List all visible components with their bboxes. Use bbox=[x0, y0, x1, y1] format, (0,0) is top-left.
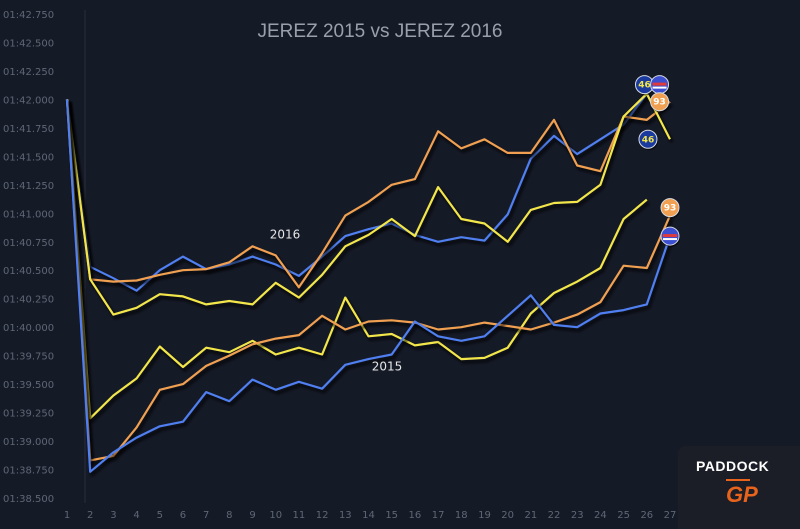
x-tick-label: 26 bbox=[640, 510, 653, 521]
x-tick-label: 24 bbox=[594, 510, 607, 521]
x-tick-label: 6 bbox=[180, 510, 186, 521]
y-tick-label: 01:39.000 bbox=[3, 437, 54, 448]
series-line-5 bbox=[65, 99, 672, 462]
y-tick-label: 01:42.500 bbox=[3, 38, 54, 49]
y-axis-ticks: 01:38.500 01:38.750 01:39.000 01:39.250 01:3… bbox=[3, 10, 54, 505]
rider-marker bbox=[660, 226, 680, 248]
logo-divider bbox=[726, 479, 750, 481]
x-tick-label: 4 bbox=[133, 510, 139, 521]
x-tick-label: 27 bbox=[664, 510, 677, 521]
svg-text:93: 93 bbox=[664, 204, 677, 214]
y-tick-label: 01:41.750 bbox=[3, 124, 54, 135]
series-line-2 bbox=[65, 99, 671, 289]
x-tick-label: 11 bbox=[293, 510, 306, 521]
series-line-4 bbox=[65, 99, 648, 420]
rider-marker: 93 bbox=[660, 198, 680, 219]
chart-title: JEREZ 2015 vs JEREZ 2016 bbox=[258, 21, 503, 42]
x-axis-ticks: 1 2 3 4 5 6 7 8 9 10 11 12 13 14 15 16 17 18 19 20 21 22 23 24 2… bbox=[64, 510, 677, 521]
x-tick-label: 19 bbox=[478, 510, 491, 521]
series-layer bbox=[65, 92, 674, 477]
y-tick-label: 01:40.500 bbox=[3, 266, 54, 277]
y-tick-label: 01:40.750 bbox=[3, 238, 54, 249]
rider-marker: 93 bbox=[650, 92, 670, 113]
y-tick-label: 01:40.250 bbox=[3, 295, 54, 306]
x-tick-label: 14 bbox=[362, 510, 375, 521]
series-line-shadow bbox=[67, 102, 674, 466]
x-tick-label: 21 bbox=[524, 510, 537, 521]
y-tick-label: 01:40.000 bbox=[3, 323, 54, 334]
x-tick-label: 16 bbox=[409, 510, 422, 521]
series-line-shadow bbox=[67, 102, 674, 477]
x-tick-label: 18 bbox=[455, 510, 468, 521]
series-line-6 bbox=[65, 99, 672, 473]
x-tick-label: 9 bbox=[249, 510, 255, 521]
y-tick-label: 01:38.500 bbox=[3, 494, 54, 505]
y-tick-label: 01:41.000 bbox=[3, 209, 54, 220]
svg-text:46: 46 bbox=[642, 135, 655, 145]
series-line-shadow bbox=[67, 102, 651, 424]
svg-text:93: 93 bbox=[653, 98, 666, 108]
svg-text:46: 46 bbox=[638, 81, 651, 91]
y-tick-label: 01:41.500 bbox=[3, 152, 54, 163]
x-tick-label: 8 bbox=[226, 510, 232, 521]
paddock-gp-logo: PADDOCK GP bbox=[678, 446, 800, 529]
x-tick-label: 5 bbox=[157, 510, 163, 521]
year-annotation: 2015 bbox=[372, 359, 403, 373]
y-tick-label: 01:39.500 bbox=[3, 380, 54, 391]
rider-marker: 46 bbox=[638, 129, 658, 151]
y-tick-label: 01:39.750 bbox=[3, 352, 54, 363]
x-tick-label: 10 bbox=[269, 510, 282, 521]
y-tick-label: 01:41.250 bbox=[3, 181, 54, 192]
series-line-shadow bbox=[67, 102, 674, 293]
x-tick-label: 15 bbox=[385, 510, 398, 521]
y-tick-label: 01:42.000 bbox=[3, 95, 54, 106]
logo-text-paddock: PADDOCK bbox=[696, 458, 770, 474]
x-tick-label: 17 bbox=[432, 510, 445, 521]
series-line-shadow bbox=[67, 95, 651, 296]
x-tick-label: 23 bbox=[571, 510, 584, 521]
y-tick-label: 01:38.750 bbox=[3, 466, 54, 477]
series-line-shadow bbox=[67, 94, 674, 320]
rider-marker bbox=[650, 75, 670, 96]
rider-marker: 46 bbox=[634, 75, 655, 96]
x-tick-label: 22 bbox=[548, 510, 561, 521]
year-annotation: 2016 bbox=[270, 227, 301, 241]
x-tick-label: 2 bbox=[87, 510, 93, 521]
x-tick-label: 25 bbox=[617, 510, 630, 521]
series-line-1 bbox=[65, 93, 648, 292]
annotations-layer: 2016 2015 bbox=[270, 227, 403, 373]
y-tick-label: 01:42.250 bbox=[3, 67, 54, 78]
x-tick-label: 1 bbox=[64, 510, 70, 521]
x-tick-label: 12 bbox=[316, 510, 329, 521]
logo-text-gp: GP bbox=[726, 482, 758, 507]
x-tick-label: 3 bbox=[110, 510, 116, 521]
x-tick-label: 7 bbox=[203, 510, 209, 521]
y-tick-label: 01:39.250 bbox=[3, 409, 54, 420]
y-tick-label: 01:42.750 bbox=[3, 10, 54, 21]
series-line-3 bbox=[65, 92, 671, 316]
x-tick-label: 13 bbox=[339, 510, 352, 521]
x-tick-label: 20 bbox=[501, 510, 514, 521]
